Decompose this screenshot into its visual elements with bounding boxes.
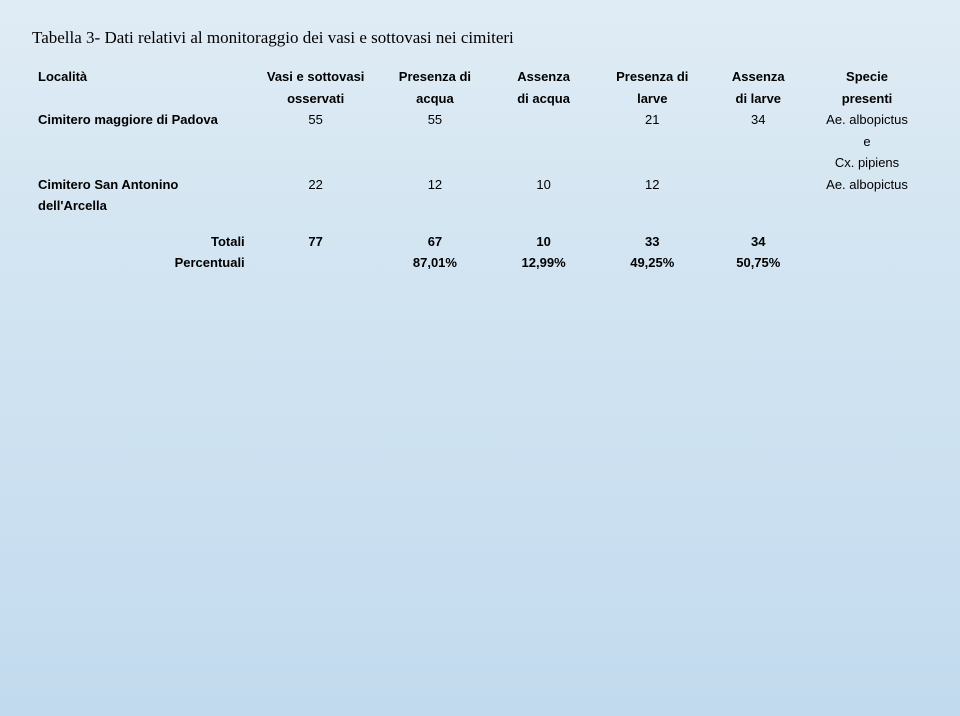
col-preslarve-l1: Presenza di [594,66,711,88]
totals-vasi: 77 [255,231,377,253]
col-localita-l1: Località [32,66,255,88]
cell-specie-l2 [806,195,928,217]
data-table: Località Vasi e sottovasi Presenza di As… [32,66,928,274]
percent-row: Percentuali 87,01% 12,99% 49,25% 50,75% [32,252,928,274]
col-asslarve-l1: Assenza [711,66,806,88]
cell-preslarve: 12 [594,174,711,196]
cell-asslarve: 34 [711,109,806,131]
totals-row: Totali 77 67 10 33 34 [32,231,928,253]
cell-specie-l1: Ae. albopictus [806,174,928,196]
cell-presacqua: 55 [377,109,494,131]
col-vasi-l1: Vasi e sottovasi [255,66,377,88]
cell-assacqua: 10 [493,174,594,196]
col-assacqua-l1: Assenza [493,66,594,88]
col-vasi-l2: osservati [255,88,377,110]
col-asslarve-l2: di larve [711,88,806,110]
totals-assacqua: 10 [493,231,594,253]
header-row-2: osservati acqua di acqua larve di larve … [32,88,928,110]
table-row: e [32,131,928,153]
cell-empty [32,131,255,153]
spacer-row [32,217,928,231]
cell-asslarve [711,174,806,196]
cell-specie-l3: Cx. pipiens [806,152,928,174]
percent-asslarve: 50,75% [711,252,806,274]
table-caption: Tabella 3- Dati relativi al monitoraggio… [32,28,928,48]
cell-localita-l2: dell'Arcella [32,195,255,217]
page: Tabella 3- Dati relativi al monitoraggio… [0,0,960,302]
cell-specie-l1: Ae. albopictus [806,109,928,131]
cell-presacqua: 12 [377,174,494,196]
table-row: Cimitero maggiore di Padova 55 55 21 34 … [32,109,928,131]
percent-assacqua: 12,99% [493,252,594,274]
percent-preslarve: 49,25% [594,252,711,274]
cell-localita: Cimitero maggiore di Padova [32,109,255,131]
cell-vasi: 22 [255,174,377,196]
cell-specie-l2: e [806,131,928,153]
col-specie-l1: Specie [806,66,928,88]
cell-assacqua [493,109,594,131]
cell-preslarve: 21 [594,109,711,131]
col-preslarve-l2: larve [594,88,711,110]
col-assacqua-l2: di acqua [493,88,594,110]
percent-label: Percentuali [32,252,255,274]
totals-preslarve: 33 [594,231,711,253]
table-row: Cimitero San Antonino 22 12 10 12 Ae. al… [32,174,928,196]
table-row: Cx. pipiens [32,152,928,174]
totals-asslarve: 34 [711,231,806,253]
table-row: dell'Arcella [32,195,928,217]
col-presacqua-l2: acqua [377,88,494,110]
cell-vasi: 55 [255,109,377,131]
col-localita-l2 [32,88,255,110]
percent-vasi [255,252,377,274]
col-presacqua-l1: Presenza di [377,66,494,88]
cell-localita: Cimitero San Antonino [32,174,255,196]
percent-presacqua: 87,01% [377,252,494,274]
totals-label: Totali [32,231,255,253]
header-row-1: Località Vasi e sottovasi Presenza di As… [32,66,928,88]
totals-presacqua: 67 [377,231,494,253]
cell-empty [32,152,255,174]
col-specie-l2: presenti [806,88,928,110]
